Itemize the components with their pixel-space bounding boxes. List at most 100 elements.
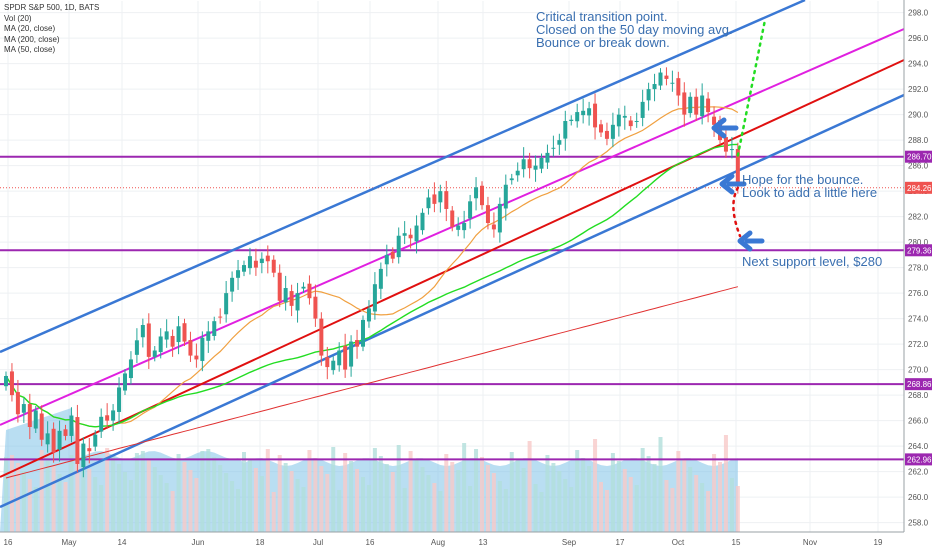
candle-body: [604, 130, 609, 139]
moving-averages: [5, 106, 739, 479]
volume-bar: [438, 491, 443, 532]
candle-body: [700, 95, 705, 117]
candle-body: [551, 147, 556, 149]
candle-body: [408, 234, 413, 239]
arrow-support-head: [737, 230, 753, 252]
volume-bar: [325, 474, 330, 532]
volume-bar: [253, 468, 258, 532]
candle-body: [117, 387, 122, 412]
candle-body: [158, 336, 163, 353]
candle-body: [319, 318, 324, 356]
volume-bar: [176, 454, 181, 532]
candle-body: [39, 413, 44, 440]
candle-body: [337, 350, 342, 366]
volume-bar: [628, 477, 633, 532]
volume-bar: [283, 463, 288, 532]
candle-body: [712, 116, 717, 125]
legend-ma20[interactable]: MA (20, close): [4, 24, 56, 33]
candle-body: [206, 331, 211, 341]
candle-body: [301, 286, 306, 289]
candle-body: [563, 121, 568, 139]
candle-body: [265, 255, 270, 262]
legend-ma200[interactable]: MA (200, close): [4, 34, 60, 44]
x-tick-label: Jun: [192, 538, 205, 547]
x-tick-label: May: [61, 538, 76, 547]
volume-bar: [146, 459, 151, 532]
volume-bar: [456, 470, 461, 532]
volume-bar: [51, 466, 56, 532]
candle-body: [444, 191, 449, 209]
volume-bar: [265, 449, 270, 532]
volume-bar: [271, 492, 276, 532]
volume-bar: [682, 459, 687, 532]
volume-bar: [111, 456, 116, 532]
volume-bar: [616, 461, 621, 532]
y-tick-label: 286.0: [908, 162, 929, 171]
candle-body: [230, 277, 235, 292]
candle-body: [599, 124, 603, 133]
volume-bar: [485, 465, 490, 532]
candle-body: [372, 284, 377, 312]
legend-symbol[interactable]: SPDR S&P 500, 1D, BATS: [4, 3, 100, 12]
candle-body: [688, 96, 693, 114]
volume-bar: [259, 476, 264, 532]
candle-body: [200, 337, 205, 361]
candle-body: [652, 84, 657, 90]
x-tick-label: Oct: [672, 538, 685, 547]
volume-bar: [593, 439, 598, 532]
volume-bar: [372, 448, 377, 532]
candle-body: [462, 223, 467, 231]
candle-body: [253, 260, 258, 268]
price-tag-label: 284.26: [907, 184, 932, 193]
volume-bar: [694, 475, 699, 532]
candle-body: [27, 404, 32, 427]
y-tick-label: 264.0: [908, 442, 929, 451]
legend-ma50[interactable]: MA (50, close): [4, 45, 56, 54]
volume-bar: [414, 459, 419, 532]
volume-bar: [581, 458, 586, 532]
channel-upper-line: [0, 0, 806, 354]
candle-body: [414, 225, 419, 242]
volume-bar: [230, 481, 235, 532]
legend-vol[interactable]: Vol (20): [4, 13, 32, 23]
volume-bar: [688, 467, 693, 532]
candle-body: [450, 210, 455, 227]
volume-bar: [509, 452, 514, 532]
volume-bar: [105, 448, 110, 532]
candle-body: [343, 345, 348, 370]
volume-bar: [4, 457, 8, 532]
y-tick-label: 272.0: [908, 340, 929, 349]
volume-bar: [670, 488, 675, 532]
candle-body: [497, 203, 502, 233]
price-tag-box: [905, 181, 932, 194]
candle-body: [182, 323, 187, 342]
x-tick-label: 16: [366, 538, 375, 547]
y-tick-label: 274.0: [908, 315, 929, 324]
volume-bar: [587, 466, 592, 532]
volume-bar: [366, 485, 371, 532]
volume-bar: [170, 491, 175, 532]
volume-bar: [128, 480, 133, 532]
candle-body: [658, 72, 663, 86]
volume-bar: [622, 469, 627, 532]
volume-bar: [57, 474, 62, 532]
candle-body: [289, 291, 294, 306]
volume-bar: [75, 453, 80, 532]
volume-bar: [450, 462, 455, 532]
volume-bar: [152, 467, 157, 532]
candle-body: [75, 417, 80, 464]
candle-body: [521, 159, 526, 170]
candle-body: [706, 98, 711, 113]
y-tick-label: 294.0: [908, 60, 929, 69]
volume-bar: [426, 475, 431, 532]
volume-bar: [331, 447, 336, 532]
volume-bar: [236, 489, 241, 532]
volume-bar: [599, 482, 603, 532]
volume-bar: [557, 471, 562, 532]
volume-bar: [242, 452, 246, 532]
candle-body: [628, 120, 633, 127]
candle-body: [242, 265, 246, 272]
candle-body: [146, 323, 151, 357]
volume-bar: [188, 470, 193, 532]
